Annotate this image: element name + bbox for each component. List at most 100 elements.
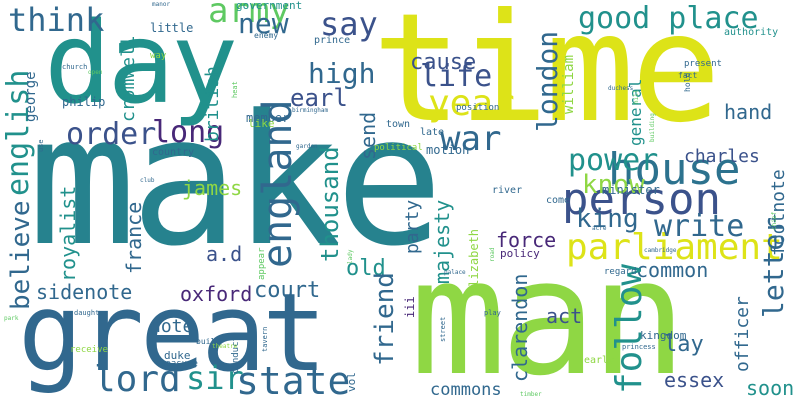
word-garden: garden [296,143,318,150]
word-think: think [8,1,105,39]
word-officer: officer [732,296,753,372]
word-house: house [608,144,741,195]
word-lady: lady [347,249,354,264]
word-state: state [236,359,351,400]
word-court: court [254,278,321,303]
word-acre: acre [592,225,607,232]
word-present: present [684,59,722,69]
word-government: government [236,0,303,12]
word-james: james [182,176,243,200]
word-william: william [561,54,577,114]
word-great: great [18,271,327,396]
word-daughter: daughter [74,309,108,317]
word-army: army [208,0,290,31]
word-london: london [531,30,564,132]
word-sir: sir [186,359,244,397]
word-minister: minister [602,183,660,197]
word-good-place: good place [578,1,759,36]
word-king: king [576,204,639,234]
word-common: common [636,258,709,282]
word-kingdom: kingdom [640,329,687,342]
word-town: town [386,119,411,130]
word-day: day [44,0,238,129]
word-measure: measure [160,359,198,369]
word-act: act [546,304,583,328]
word-hand: hand [724,100,773,124]
word-street: street [439,316,447,342]
word-long: long [152,115,225,150]
word-note: note [150,316,194,337]
word-river: river [492,185,523,196]
word-position: position [456,103,500,113]
word-enemy: enemy [254,31,279,40]
word-appear: appear [257,247,267,280]
word-theatre: theatre [212,343,238,350]
word-church: church [62,63,88,71]
word-use: use [37,139,45,152]
word-park: park [4,315,19,322]
word-life: life [420,59,493,94]
word-a-d: a.d [206,242,243,266]
word-clarendon: clarendon [508,273,532,382]
word-earl: earl [290,84,348,112]
word-regard: regard [604,267,637,277]
word-member: member [246,111,290,125]
word-follow: follow [609,263,650,394]
word-country: country [152,147,195,158]
word-receive: receive [70,345,108,355]
word-parliament: parliament [566,227,783,268]
word-friend: friend [370,272,400,366]
word-soon: soon [746,376,795,400]
word-chief: chief [771,211,778,230]
word-conduct: conduct [231,336,241,374]
word-political: political [374,143,423,153]
word-prince: prince [314,35,351,46]
word-cause: cause [410,50,477,75]
word-little: little [150,21,194,35]
word-come: come [546,195,571,206]
word-party: party [402,199,423,254]
word-iii: iii [403,296,417,318]
word-late: late [420,127,445,138]
word-tavern: tavern [261,326,269,352]
word-early: early [584,355,615,366]
word-royalist: royalist [56,185,80,282]
word-hill: hill [633,89,640,104]
word-write: write [654,209,745,244]
word-lord: lord [94,359,181,400]
word-force: force [496,228,557,252]
word-cambridge: cambridge [644,247,677,254]
word-like: like [248,117,275,130]
word-motion: motion [426,143,470,157]
word-make: make [28,77,443,286]
word-believe: believe [6,200,36,310]
word-duchess: duchess [608,85,634,92]
word-vol: vol [345,372,358,392]
word-building: building [649,113,656,142]
word-build: build [196,337,221,346]
word-british: british [202,66,223,142]
word-way: way [150,51,167,61]
word-oxford: oxford [180,282,253,306]
word-palace: palace [444,269,466,276]
word-commons: commons [430,380,502,400]
word-princess: princess [622,343,656,351]
word-thousand: thousand [316,146,344,262]
word-year: year [428,83,515,124]
word-authority: authority [724,27,779,38]
word-club: club [140,177,155,184]
word-time: time [372,0,721,156]
word-person: person [562,174,721,225]
word-fact: fact [678,71,698,80]
word-know: know [582,170,645,200]
word-timber: timber [520,391,542,398]
word-open: open [88,69,103,76]
word-france: france [122,201,146,274]
word-lay: lay [664,332,704,357]
word-elizabeth: elizabeth [467,228,481,294]
word-play: play [484,309,501,317]
word-duke: duke [164,349,191,362]
word-cromwell: cromwell [118,35,139,122]
word-sidenote: sidenote [36,280,133,304]
